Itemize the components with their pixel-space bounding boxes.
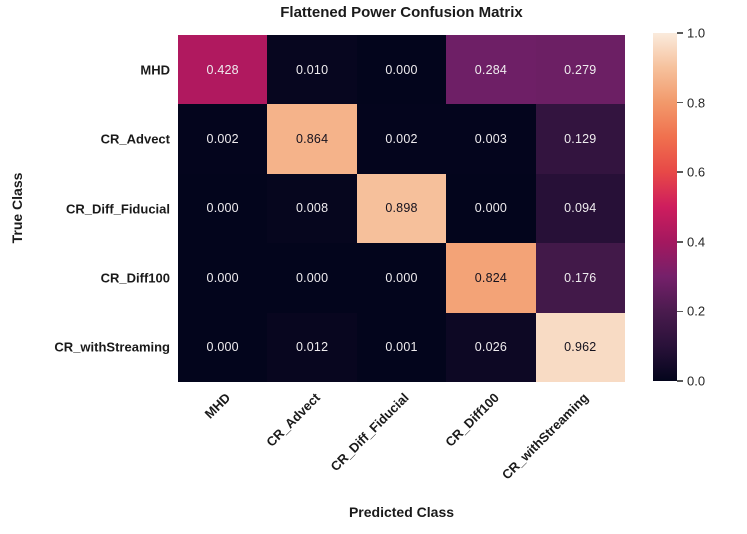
heatmap-cell-CR_withStreaming-CR_withStreaming: 0.962: [535, 312, 625, 382]
heatmap-cell-CR_Advect-CR_withStreaming: 0.129: [535, 104, 625, 174]
colorbar-tick-label-0.6: 0.6: [687, 164, 706, 180]
heatmap-cell-CR_Advect-CR_Diff100: 0.003: [446, 104, 536, 174]
y-tick-label-CR_withStreaming: CR_withStreaming: [54, 339, 170, 355]
heatmap-cell-CR_Advect-MHD: 0.002: [178, 104, 268, 174]
heatmap-cell-CR_Diff_Fiducial-CR_Advect: 0.008: [267, 173, 357, 244]
x-tick-label-MHD: MHD: [201, 390, 234, 422]
heatmap-cell-CR_Diff_Fiducial-CR_Diff_Fiducial: 0.898: [356, 173, 447, 244]
y-axis-tick-labels: MHD CR_Advect CR_Diff_Fiducial CR_Diff100 CR…: [0, 35, 170, 382]
y-tick-label-CR_Diff100: CR_Diff100: [100, 270, 170, 286]
colorbar-tick-label-0.2: 0.2: [687, 303, 706, 319]
heatmap-cell-CR_withStreaming-MHD: 0.000: [178, 312, 268, 382]
heatmap-cell-CR_Diff_Fiducial-CR_withStreaming: 0.094: [535, 173, 625, 244]
heatmap-cell-CR_Advect-CR_Advect: 0.864: [267, 104, 357, 174]
heatmap-cell-MHD-CR_Diff_Fiducial: 0.000: [356, 35, 447, 105]
colorbar-gradient: [653, 33, 677, 381]
colorbar-tickmark-0.2: [677, 310, 683, 313]
heatmap-cell-CR_withStreaming-CR_Diff100: 0.026: [446, 312, 536, 382]
colorbar-tickmark-0.8: [677, 101, 683, 104]
heatmap-cell-MHD-CR_withStreaming: 0.279: [535, 35, 625, 105]
heatmap-grid: 0.428 0.010 0.000 0.284 0.279 0.002 0.864 0.002…: [178, 35, 625, 382]
heatmap-cell-CR_Diff_Fiducial-MHD: 0.000: [178, 173, 268, 244]
colorbar-tick-label-0.8: 0.8: [687, 95, 706, 111]
x-tick-label-CR_Advect: CR_Advect: [263, 390, 323, 450]
heatmap-cell-CR_Diff_Fiducial-CR_Diff100: 0.000: [446, 173, 536, 244]
x-axis-title: Predicted Class: [348, 504, 455, 520]
heatmap-cell-CR_withStreaming-CR_Diff_Fiducial: 0.001: [356, 312, 447, 382]
colorbar-tick-label-1.0: 1.0: [687, 25, 706, 41]
heatmap-cell-CR_Diff100-MHD: 0.000: [178, 243, 268, 313]
heatmap-cell-CR_Diff100-CR_Advect: 0.000: [267, 243, 357, 313]
heatmap-cell-CR_Diff100-CR_Diff100: 0.824: [446, 243, 536, 313]
colorbar-tickmark-0.4: [677, 241, 683, 243]
heatmap-cell-MHD-MHD: 0.428: [178, 35, 268, 105]
colorbar-tick-label-0.0: 0.0: [687, 373, 706, 389]
heatmap-cell-CR_Advect-CR_Diff_Fiducial: 0.002: [356, 104, 447, 174]
heatmap-cell-CR_withStreaming-CR_Advect: 0.012: [267, 312, 357, 382]
colorbar-tick-label-0.4: 0.4: [687, 234, 706, 250]
y-tick-label-MHD: MHD: [140, 62, 170, 78]
x-tick-label-CR_withStreaming: CR_withStreaming: [498, 390, 591, 483]
y-tick-label-CR_Diff_Fiducial: CR_Diff_Fiducial: [65, 201, 170, 216]
heatmap-cell-MHD-CR_Advect: 0.010: [267, 35, 357, 105]
heatmap-cell-CR_Diff100-CR_withStreaming: 0.176: [535, 243, 625, 313]
x-tick-label-CR_Diff100: CR_Diff100: [441, 390, 502, 450]
y-tick-label-CR_Advect: CR_Advect: [100, 131, 170, 147]
x-tick-label-CR_Diff_Fiducial: CR_Diff_Fiducial: [327, 390, 413, 475]
colorbar: 1.0 0.8 0.6 0.4 0.2 0.0: [653, 26, 747, 389]
heatmap-cell-CR_Diff100-CR_Diff_Fiducial: 0.000: [356, 243, 447, 313]
heatmap-cell-MHD-CR_Diff100: 0.284: [446, 35, 536, 105]
colorbar-tickmark-1.0: [677, 32, 683, 34]
colorbar-tickmark-0.6: [677, 171, 683, 173]
colorbar-tickmark-0.0: [677, 380, 683, 382]
chart-title: Flattened Power Confusion Matrix: [280, 4, 523, 21]
